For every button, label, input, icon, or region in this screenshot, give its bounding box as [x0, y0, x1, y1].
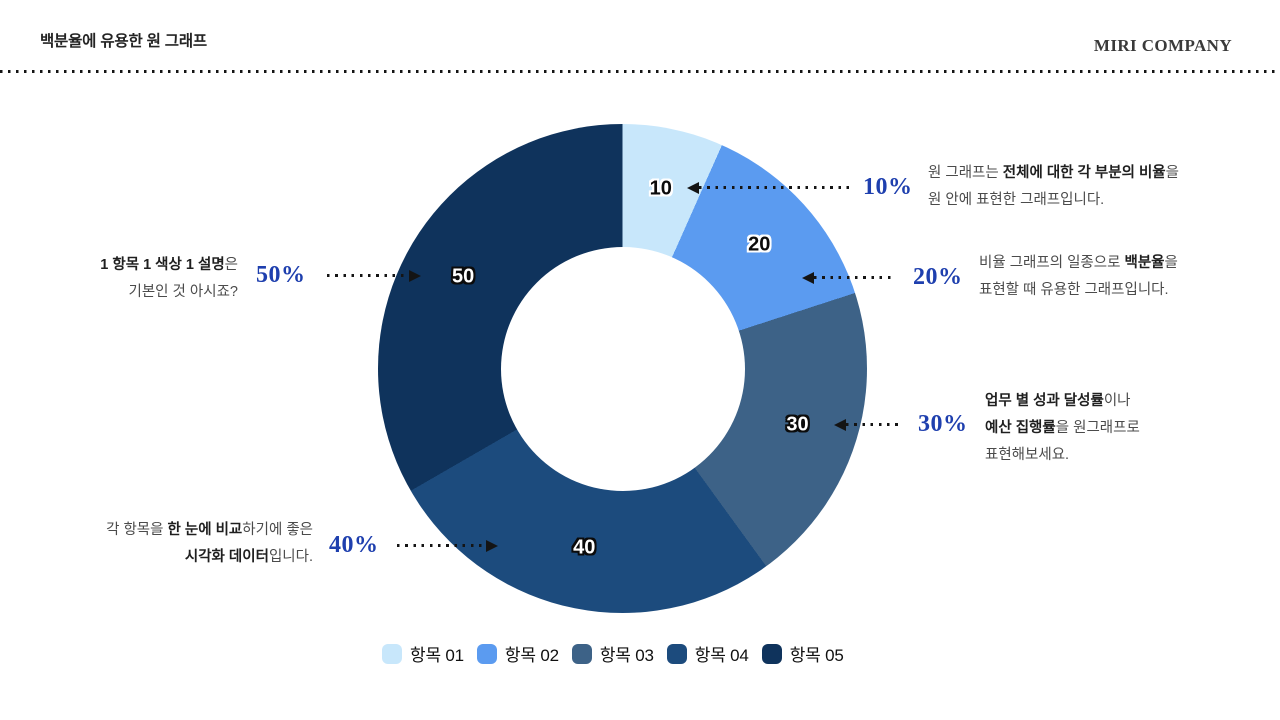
legend-label: 항목 04 [694, 646, 749, 665]
legend-swatch [666, 643, 687, 664]
percent-label-20: 20% [913, 264, 963, 290]
company-logo-text: MIRI COMPANY [1093, 36, 1232, 55]
legend-swatch [476, 643, 497, 664]
legend-label: 항목 03 [599, 646, 654, 665]
legend-item: 항목 04 [666, 641, 749, 666]
page-title: 백분율에 유용한 원 그래프 [40, 33, 207, 50]
slice-value-label: 30 [786, 413, 809, 436]
slice-value-label: 50 [452, 265, 475, 287]
chart-legend: 항목 01 항목 02 항목 03 항목 04 항목 05 [382, 641, 844, 666]
text-line: 시각화 데이터입니다. [184, 549, 313, 565]
slice-value-label: 20 [748, 233, 771, 256]
slice-value-label: 10 [649, 177, 672, 200]
text-line: 1 항목 1 색상 1 설명은 [100, 257, 238, 273]
legend-item: 항목 03 [571, 641, 654, 666]
text-line: 표현할 때 유용한 그래프입니다. [979, 282, 1169, 298]
text-line: 기본인 것 아시죠? [128, 284, 238, 300]
legend-item: 항목 02 [476, 641, 559, 666]
donut-chart: 10 20 30 40 50 [378, 124, 867, 613]
slice-value-label: 40 [573, 536, 596, 559]
legend-item: 항목 01 [382, 641, 464, 666]
text-line: 원 안에 표현한 그래프입니다. [928, 192, 1105, 208]
arrow-20-percent [802, 271, 892, 284]
percent-label-50: 50% [256, 262, 306, 288]
percent-label-10: 10% [863, 174, 913, 200]
legend-label: 항목 05 [789, 646, 844, 665]
text-line: 예산 집행률을 원그래프로 [985, 420, 1140, 436]
legend-label: 항목 02 [504, 646, 559, 665]
percent-label-30: 30% [918, 411, 968, 437]
legend-swatch [571, 643, 592, 664]
legend-item: 항목 05 [761, 641, 844, 666]
percent-label-40: 40% [329, 532, 379, 558]
legend-swatch [761, 643, 782, 664]
dotted-divider [0, 70, 1280, 73]
arrow-10-percent [687, 181, 855, 194]
text-line: 업무 별 성과 달성률이나 [985, 393, 1131, 409]
text-line: 원 그래프는 전체에 대한 각 부분의 비율을 [928, 165, 1179, 181]
text-line: 각 항목을 한 눈에 비교하기에 좋은 [106, 522, 313, 538]
text-line: 비율 그래프의 일종으로 백분율을 [979, 255, 1178, 271]
legend-swatch [382, 643, 402, 664]
text-line: 표현해보세요. [985, 447, 1070, 463]
arrow-50-percent [327, 269, 421, 282]
arrow-40-percent [397, 539, 498, 552]
arrow-30-percent [834, 418, 900, 431]
legend-label: 항목 01 [410, 646, 464, 665]
donut-hole [500, 246, 745, 491]
